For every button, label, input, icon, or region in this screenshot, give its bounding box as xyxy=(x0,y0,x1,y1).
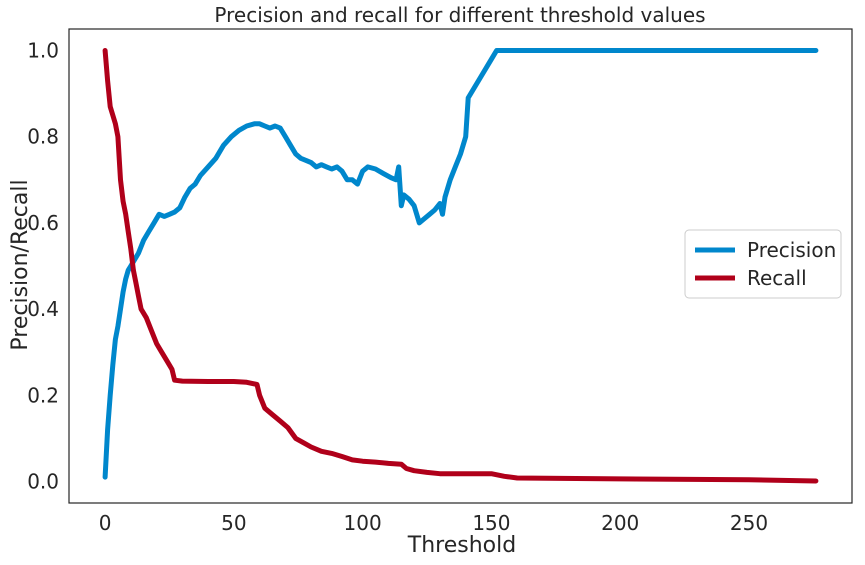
plot-area xyxy=(102,48,819,484)
x-tick-label: 150 xyxy=(472,511,510,535)
plot-frame xyxy=(68,28,853,504)
y-tick-label: 0.0 xyxy=(27,469,59,493)
y-tick-label: 1.0 xyxy=(27,39,59,63)
y-axis-label: Precision/Recall xyxy=(8,179,33,350)
legend-label-precision: Precision xyxy=(747,238,836,262)
x-tick-label: 0 xyxy=(99,511,112,535)
legend: Precision Recall xyxy=(684,229,842,299)
x-tick-label: 100 xyxy=(344,511,382,535)
series-line-precision xyxy=(102,48,819,480)
y-tick-label: 0.4 xyxy=(27,297,59,321)
y-tick-label: 0.2 xyxy=(27,383,59,407)
chart-title: Precision and recall for different thres… xyxy=(214,3,705,27)
legend-box xyxy=(684,229,842,299)
y-tick-label: 0.8 xyxy=(27,125,59,149)
legend-label-recall: Recall xyxy=(747,266,807,290)
axes: 0 50 100 150 200 250 0.0 0.2 0.4 0.6 0.8 1.0 xyxy=(27,28,853,535)
x-tick-label: 200 xyxy=(601,511,639,535)
x-axis-label: Threshold xyxy=(407,533,516,558)
x-tick-label: 250 xyxy=(730,511,768,535)
x-tick-label: 50 xyxy=(221,511,246,535)
series-line-recall xyxy=(102,48,819,484)
y-tick-label: 0.6 xyxy=(27,211,59,235)
